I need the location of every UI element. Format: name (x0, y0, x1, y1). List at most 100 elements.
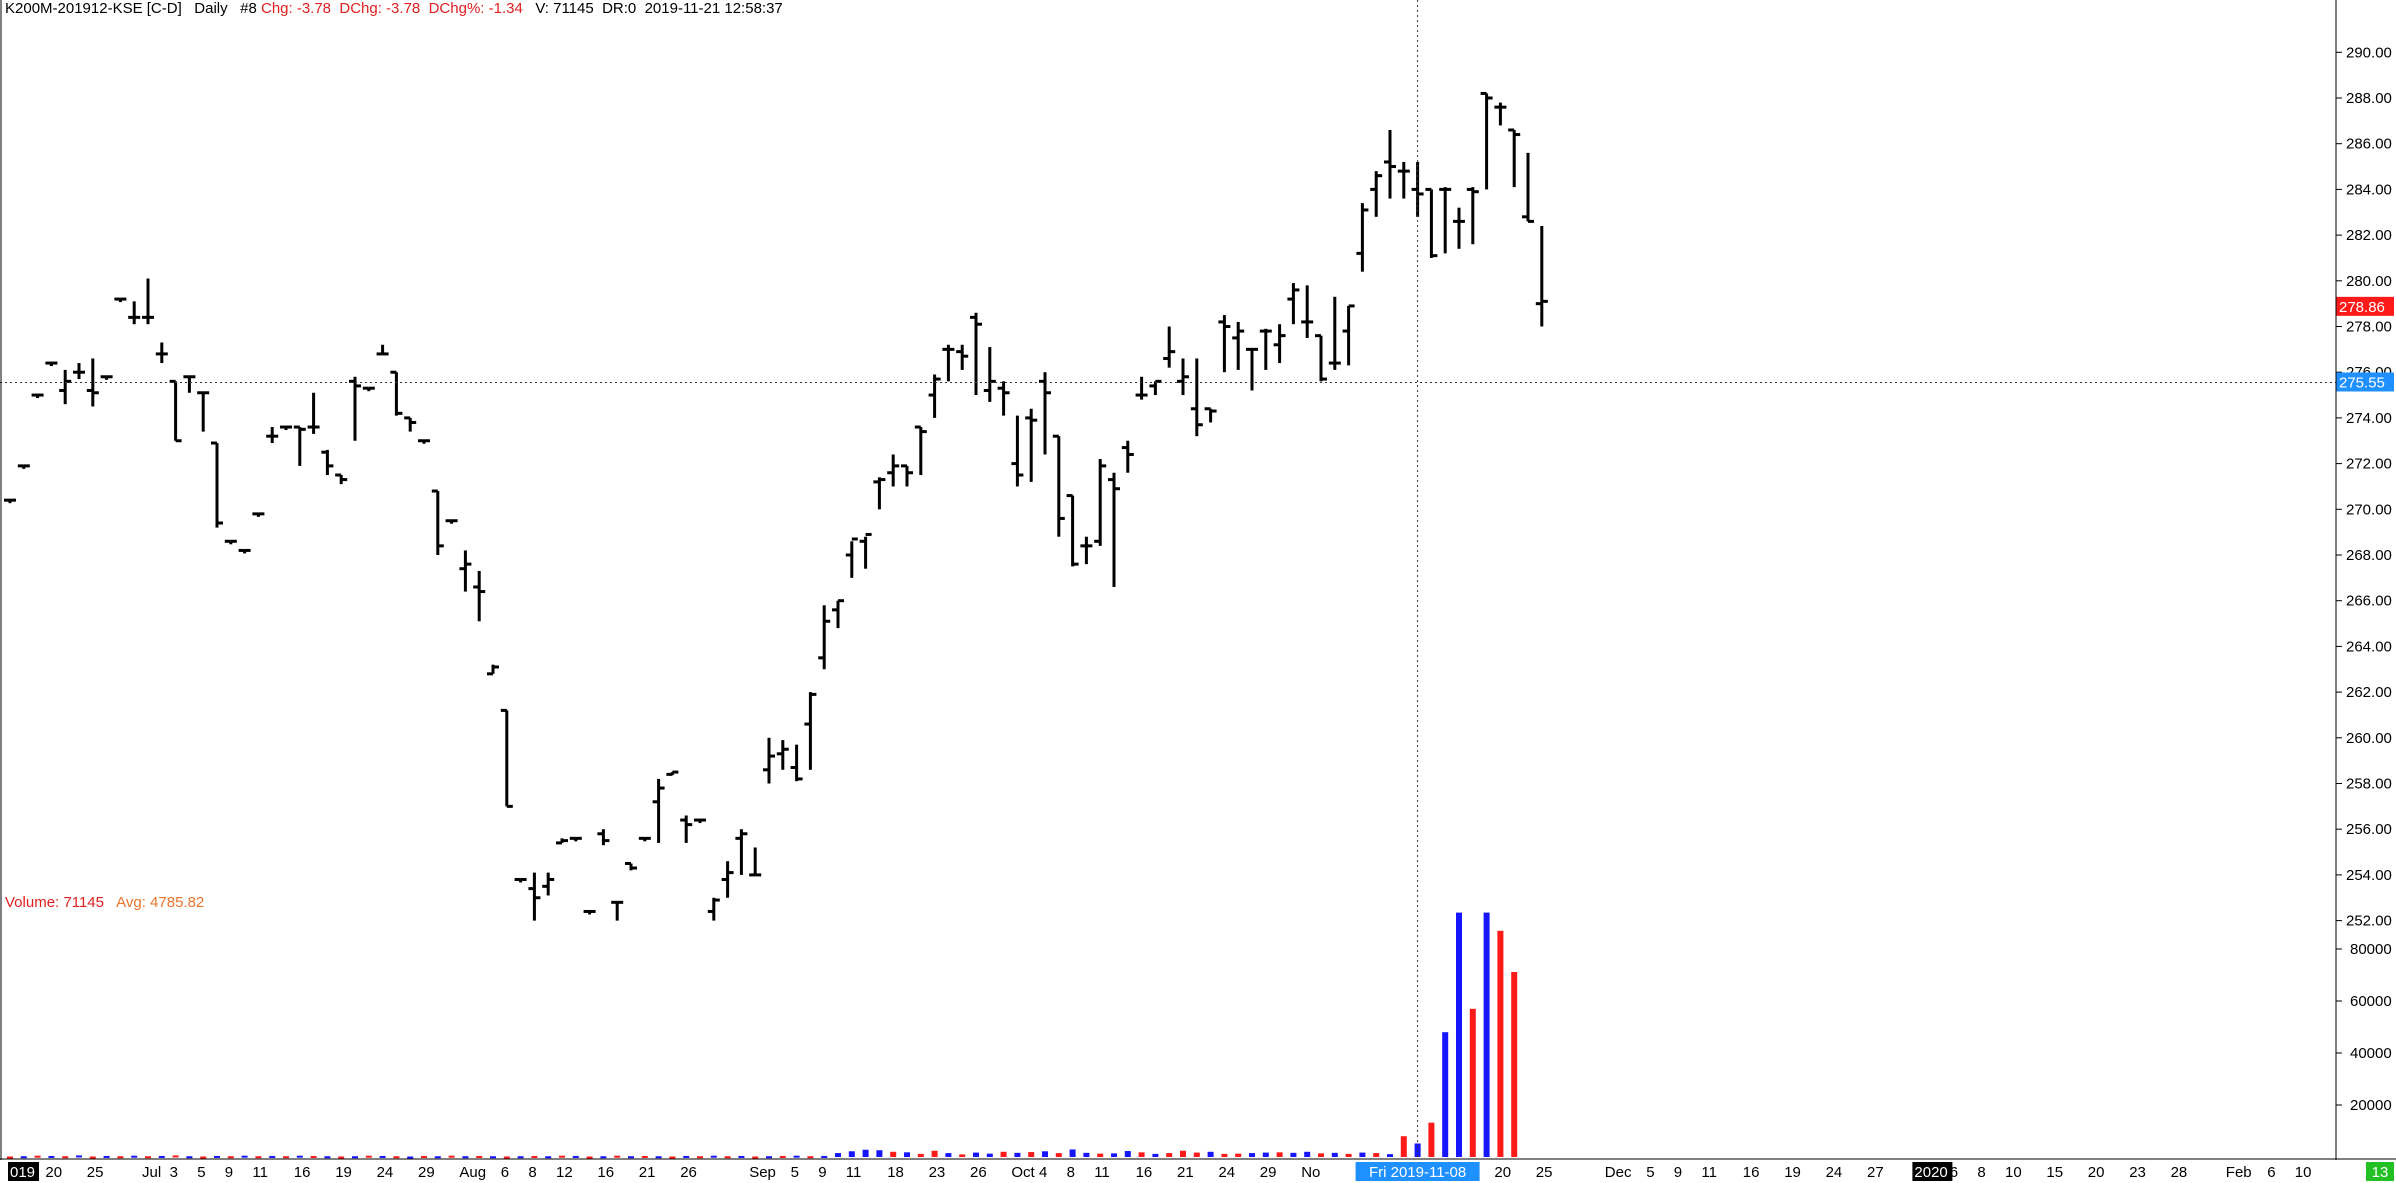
price-bar (128, 301, 141, 325)
volume-bar (917, 1153, 924, 1157)
price-bar (1356, 203, 1369, 272)
price-bar (1094, 459, 1107, 546)
volume-bar (1152, 1153, 1159, 1157)
volume-bar (1000, 1151, 1007, 1157)
price-bar (1011, 415, 1024, 487)
price-bar (1425, 187, 1438, 258)
price-bar (1535, 225, 1548, 327)
volume-bar (283, 1156, 289, 1159)
price-tick-label: 274.00 (2346, 410, 2392, 427)
volume-bar (766, 1156, 772, 1159)
volume-bar (89, 1156, 96, 1159)
price-bar (942, 344, 955, 382)
volume-bar (1373, 1153, 1380, 1157)
price-tick-label: 282.00 (2346, 227, 2392, 244)
daily-change-value: DChg: -3.78 (339, 0, 421, 17)
volume-bar (1442, 1032, 1449, 1157)
volume-bar (1469, 1008, 1476, 1157)
price-bar (638, 836, 651, 842)
volume-bar (158, 1155, 165, 1158)
chart-header: K200M-201912-KSE [C-D] Daily #8 Chg: -3.… (5, 0, 783, 18)
price-bar (569, 836, 582, 842)
price-bar (1328, 296, 1341, 370)
price-bar (142, 278, 154, 325)
price-bar (1108, 472, 1120, 587)
price-bar (1494, 102, 1507, 126)
volume-bar (407, 1156, 414, 1159)
volume-bars (7, 912, 1518, 1159)
last-price-label: 278.86 (2339, 299, 2385, 316)
date-axis[interactable]: 019 20 25 Jul 3 5 9 11 16 19 24 29 Aug 6 8 12 16 21 26 Sep 5… (8, 1162, 2311, 1181)
price-bar (1287, 283, 1300, 325)
volume-bar (1083, 1152, 1090, 1157)
volume-bar (1497, 930, 1504, 1157)
price-tick-label: 280.00 (2346, 273, 2392, 290)
volume-bar (1235, 1153, 1242, 1157)
volume-bar (1207, 1151, 1214, 1157)
date-tick-label: No (1301, 1164, 1320, 1181)
volume-bar (214, 1155, 220, 1158)
price-bar (804, 692, 817, 770)
price-tick-label: 272.00 (2346, 456, 2392, 473)
price-tick-label: 260.00 (2346, 730, 2392, 747)
date-tick-label: Feb (2226, 1164, 2252, 1181)
price-bar (321, 449, 334, 476)
price-bar (459, 550, 472, 592)
price-bar (680, 815, 693, 843)
price-bar (1411, 161, 1424, 217)
date-tick-label: 5 (1646, 1164, 1654, 1181)
price-bar (1121, 440, 1134, 473)
volume-bar (779, 1155, 786, 1158)
volume-bar (34, 1155, 41, 1158)
volume-bar (945, 1153, 952, 1157)
price-bar (887, 454, 900, 487)
tag-label: #8 (240, 0, 257, 17)
date-tick-label: 6 (1950, 1164, 1958, 1181)
date-tick-label: 20 (45, 1164, 62, 1181)
price-bar (1301, 285, 1314, 338)
date-tick-label: Jul (142, 1164, 161, 1181)
date-tick-label: 23 (2129, 1164, 2146, 1181)
date-tick-label: 8 (528, 1164, 536, 1181)
volume-bar (421, 1155, 427, 1158)
price-bar (763, 737, 775, 784)
price-bar (59, 369, 72, 405)
price-bar (859, 532, 872, 569)
volume-bar (669, 1156, 676, 1159)
price-bar (1232, 321, 1245, 370)
price-tick-label: 278.00 (2346, 319, 2392, 336)
price-tick-label: 288.00 (2346, 90, 2392, 107)
date-tick-label: Sep (749, 1164, 776, 1181)
date-tick-label: 6 (2267, 1164, 2275, 1181)
date-tick-label: 16 (294, 1164, 311, 1181)
volume-bar (641, 1155, 648, 1158)
volume-bar (1042, 1151, 1048, 1157)
price-bar (1080, 536, 1093, 565)
crosshair-date-label: Fri 2019-11-08 (1369, 1164, 1466, 1181)
price-bar (983, 347, 996, 402)
price-axis[interactable]: 290.00 288.00 286.00 284.00 282.00 280.00 278.… (2336, 44, 2392, 930)
price-bar (266, 427, 279, 444)
price-bar (335, 473, 348, 485)
price-bar (956, 344, 969, 370)
corner-badge: 13 (2372, 1164, 2389, 1181)
volume-bar (1124, 1151, 1131, 1157)
volume-bar (517, 1156, 524, 1159)
date-tick-label: 3 (170, 1164, 178, 1181)
volume-bar (62, 1156, 69, 1159)
date-tick-label: 16 (597, 1164, 614, 1181)
volume-bar (559, 1155, 565, 1158)
price-bar (845, 537, 858, 578)
volume-bar (724, 1156, 731, 1159)
price-bar (197, 391, 210, 432)
date-tick-label: 8 (1067, 1164, 1075, 1181)
price-bar (1025, 408, 1038, 482)
price-bar (155, 342, 168, 364)
date-tick-label: 21 (1177, 1164, 1194, 1181)
price-bar (970, 312, 982, 396)
price-bar (652, 778, 665, 843)
price-bar (901, 464, 913, 487)
volume-bar (227, 1156, 234, 1159)
volume-bar (1428, 1122, 1435, 1157)
